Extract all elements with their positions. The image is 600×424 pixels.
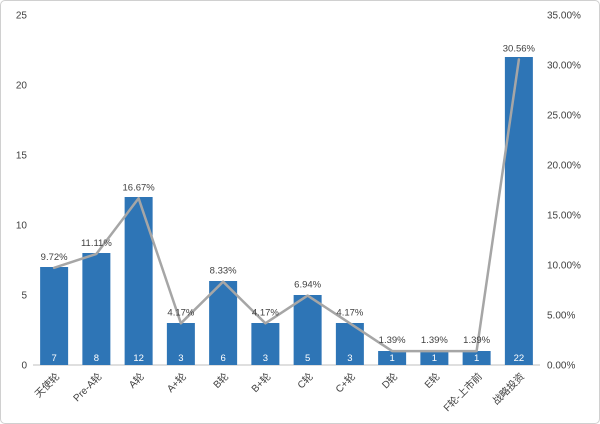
percentage-label: 8.33% bbox=[210, 266, 237, 277]
bar bbox=[166, 323, 195, 365]
percentage-label: 4.17% bbox=[252, 307, 279, 318]
bar bbox=[378, 351, 407, 365]
bar-value-label: 7 bbox=[51, 353, 56, 364]
x-axis-category-label: D轮 bbox=[379, 370, 400, 391]
percentage-label: 9.72% bbox=[41, 252, 68, 263]
bar-value-label: 3 bbox=[347, 353, 352, 364]
bar bbox=[420, 351, 449, 365]
bar bbox=[40, 267, 69, 365]
right-axis-tick-label: 10.00% bbox=[547, 261, 581, 272]
bar-value-label: 1 bbox=[474, 353, 479, 364]
bar bbox=[462, 351, 491, 365]
percentage-label: 1.39% bbox=[463, 335, 490, 346]
x-axis-category-label: E轮 bbox=[422, 370, 443, 391]
right-axis-tick-label: 30.00% bbox=[547, 61, 581, 72]
percentage-label: 1.39% bbox=[379, 335, 406, 346]
bar bbox=[293, 295, 322, 365]
bar-value-label: 1 bbox=[389, 353, 394, 364]
x-axis-category-label: C轮 bbox=[294, 370, 315, 391]
left-axis-tick-label: 5 bbox=[21, 291, 27, 302]
left-axis-tick-label: 25 bbox=[16, 11, 28, 22]
percentage-label: 30.56% bbox=[503, 43, 536, 54]
bar bbox=[124, 197, 153, 365]
bar bbox=[209, 281, 238, 365]
percentage-label: 11.11% bbox=[81, 238, 112, 249]
right-axis-tick-label: 20.00% bbox=[547, 161, 581, 172]
x-axis-category-label: B轮 bbox=[210, 370, 231, 391]
right-axis-tick-label: 15.00% bbox=[547, 211, 581, 222]
left-axis-tick-label: 15 bbox=[16, 151, 28, 162]
percentage-label: 4.17% bbox=[167, 307, 194, 318]
x-axis-category-label: 战略投资 bbox=[490, 370, 527, 407]
x-axis-category-label: A轮 bbox=[126, 370, 147, 391]
percentage-label: 1.39% bbox=[421, 335, 448, 346]
left-axis-tick-label: 0 bbox=[21, 361, 27, 372]
bar-value-label: 5 bbox=[305, 353, 310, 364]
right-axis-tick-label: 5.00% bbox=[547, 311, 575, 322]
percentage-line bbox=[52, 58, 521, 353]
bar bbox=[504, 57, 533, 365]
bar-value-label: 3 bbox=[178, 353, 183, 364]
percentage-label: 6.94% bbox=[294, 280, 321, 291]
x-axis-category-label: Pre-A轮 bbox=[70, 370, 104, 404]
bar-value-label: 6 bbox=[220, 353, 225, 364]
x-axis-category-label: C+轮 bbox=[332, 370, 358, 396]
bar-value-label: 12 bbox=[133, 353, 144, 364]
left-axis-tick-label: 20 bbox=[16, 81, 28, 92]
left-axis-tick-label: 10 bbox=[16, 221, 28, 232]
x-axis-category-label: A+轮 bbox=[164, 370, 189, 395]
right-axis-tick-label: 25.00% bbox=[547, 111, 581, 122]
bar bbox=[82, 253, 111, 365]
percentage-label: 4.17% bbox=[336, 307, 363, 318]
bar-value-label: 3 bbox=[263, 353, 268, 364]
bar-value-label: 1 bbox=[432, 353, 437, 364]
bar bbox=[251, 323, 280, 365]
bar-value-label: 22 bbox=[514, 353, 525, 364]
percentage-label: 16.67% bbox=[123, 182, 156, 193]
x-axis-category-label: 天使轮 bbox=[32, 370, 62, 400]
right-axis-tick-label: 0.00% bbox=[547, 361, 575, 372]
bar-value-label: 8 bbox=[94, 353, 99, 364]
right-axis-tick-label: 35.00% bbox=[547, 11, 581, 22]
x-axis-category-label: B+轮 bbox=[248, 370, 273, 395]
x-axis-category-label: F轮-上市前 bbox=[441, 370, 485, 414]
